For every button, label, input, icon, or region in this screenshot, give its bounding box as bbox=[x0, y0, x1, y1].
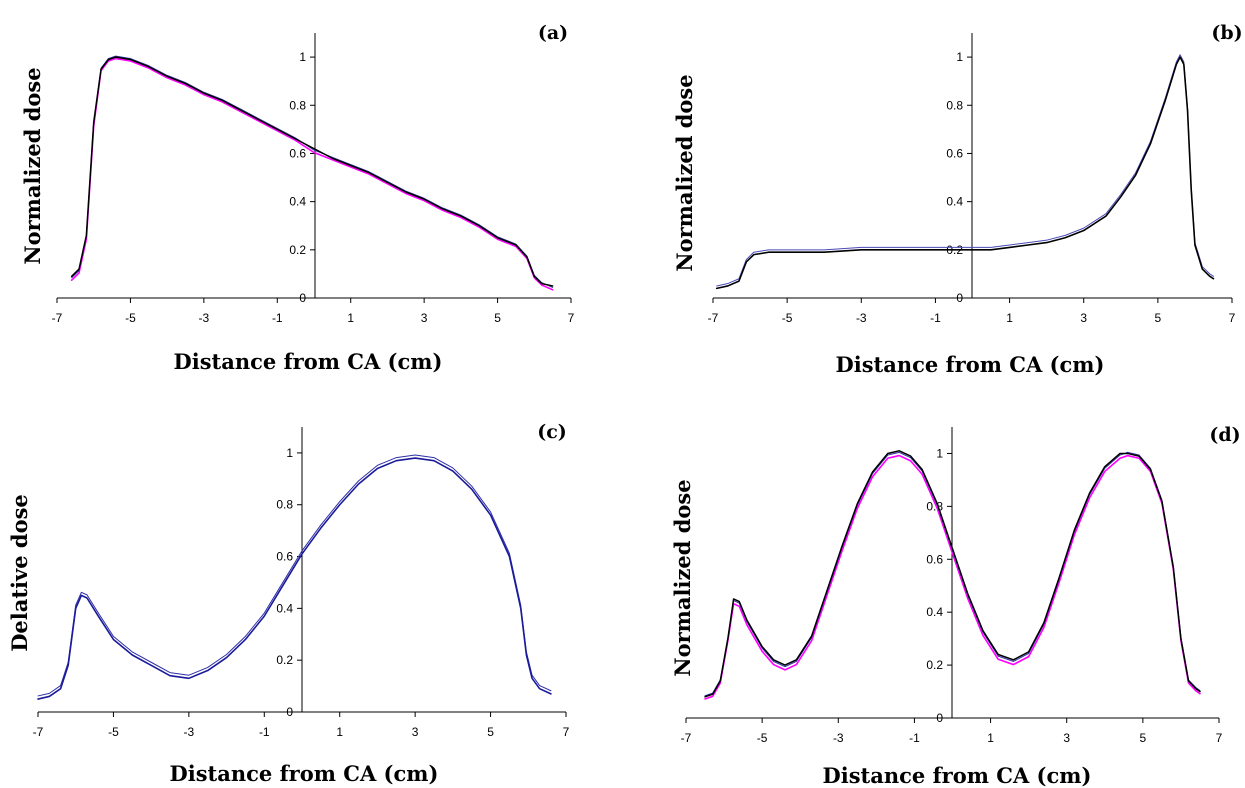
x-tick-label: 1 bbox=[987, 731, 994, 745]
x-tick-label: -3 bbox=[856, 311, 867, 325]
x-tick-label: -5 bbox=[782, 311, 793, 325]
y-tick-label: 0.4 bbox=[276, 601, 293, 615]
x-tick-label: 3 bbox=[421, 311, 428, 325]
x-tick-label: -3 bbox=[833, 731, 844, 745]
x-tick-label: 7 bbox=[1229, 311, 1236, 325]
y-tick-label: 1 bbox=[936, 446, 943, 460]
y-tick-label: 1 bbox=[956, 50, 963, 64]
panel-label: (d) bbox=[1209, 424, 1240, 446]
x-tick-label: 5 bbox=[1140, 731, 1147, 745]
y-tick-label: 0.6 bbox=[946, 146, 963, 160]
panel-label: (c) bbox=[537, 421, 567, 443]
y-tick-label: 0 bbox=[299, 291, 306, 305]
y-axis-title: Normalized dose bbox=[20, 67, 45, 264]
series-line-0 bbox=[70, 57, 554, 291]
series-line-2 bbox=[70, 56, 554, 287]
y-axis-title: Normalized dose bbox=[672, 74, 697, 271]
x-tick-label: 1 bbox=[336, 725, 343, 739]
x-tick-label: -1 bbox=[930, 311, 941, 325]
x-tick-label: 3 bbox=[412, 725, 419, 739]
x-tick-label: -5 bbox=[125, 311, 136, 325]
x-tick-label: 3 bbox=[1080, 311, 1087, 325]
series-line-1 bbox=[37, 457, 552, 700]
y-tick-label: 0.6 bbox=[276, 550, 293, 564]
panel-c: -7 -5 -3 -1 1 3 5 7 0 0.2 0.4 0.6 0.8 1 Distance from … bbox=[7, 421, 570, 786]
y-tick-label: 1 bbox=[286, 446, 293, 460]
x-tick-label: -5 bbox=[108, 725, 119, 739]
x-tick-label: 7 bbox=[1216, 731, 1223, 745]
x-tick-label: 1 bbox=[347, 311, 354, 325]
x-tick-label: -3 bbox=[184, 725, 195, 739]
y-tick-label: 0.4 bbox=[289, 195, 306, 209]
y-tick-label: 0.8 bbox=[289, 98, 306, 112]
series-line-2 bbox=[704, 450, 1201, 698]
y-tick-label: 0.2 bbox=[276, 653, 293, 667]
panel-label: (a) bbox=[538, 22, 568, 44]
series-line-1 bbox=[71, 55, 554, 288]
x-axis-title: Distance from CA (cm) bbox=[836, 352, 1105, 377]
x-axis-title: Distance from CA (cm) bbox=[174, 349, 443, 374]
y-axis-title: Normalized dose bbox=[670, 479, 695, 676]
y-tick-label: 0.8 bbox=[276, 498, 293, 512]
y-tick-label: 0.6 bbox=[289, 146, 306, 160]
series-line-1 bbox=[715, 56, 1215, 290]
x-tick-label: 7 bbox=[568, 311, 575, 325]
panel-a: -7 -5 -3 -1 1 3 5 7 0 0.2 0.4 0.6 0.8 1 Distance from … bbox=[20, 22, 575, 374]
y-tick-label: 0 bbox=[286, 705, 293, 719]
x-tick-label: 3 bbox=[1063, 731, 1070, 745]
x-tick-label: -1 bbox=[259, 725, 270, 739]
series-line-0 bbox=[704, 454, 1201, 700]
y-tick-label: 0.6 bbox=[926, 552, 943, 566]
series-line-0 bbox=[716, 54, 1214, 287]
y-tick-label: 0.2 bbox=[926, 658, 943, 672]
y-tick-label: 0.2 bbox=[289, 243, 306, 257]
y-tick-label: 0.8 bbox=[946, 98, 963, 112]
y-tick-label: 0.4 bbox=[946, 195, 963, 209]
y-tick-label: 0.4 bbox=[926, 605, 943, 619]
x-tick-label: -7 bbox=[33, 725, 44, 739]
x-tick-label: -1 bbox=[909, 731, 920, 745]
x-tick-label: -7 bbox=[708, 311, 719, 325]
panel-label: (b) bbox=[1211, 22, 1242, 44]
x-tick-label: 7 bbox=[563, 725, 570, 739]
x-tick-label: -7 bbox=[52, 311, 63, 325]
y-tick-label: 0 bbox=[956, 291, 963, 305]
y-tick-label: 1 bbox=[299, 50, 306, 64]
x-tick-label: -1 bbox=[272, 311, 283, 325]
x-tick-label: 5 bbox=[494, 311, 501, 325]
x-tick-label: -3 bbox=[199, 311, 210, 325]
x-tick-label: 1 bbox=[1006, 311, 1013, 325]
x-tick-label: -5 bbox=[757, 731, 768, 745]
x-axis-title: Distance from CA (cm) bbox=[823, 763, 1092, 788]
x-axis-title: Distance from CA (cm) bbox=[170, 761, 439, 786]
y-tick-label: 0 bbox=[936, 711, 943, 725]
x-tick-label: 5 bbox=[487, 725, 494, 739]
x-tick-label: -7 bbox=[681, 731, 692, 745]
series-line-0 bbox=[37, 454, 552, 697]
y-axis-title: Delative dose bbox=[7, 494, 32, 652]
x-tick-label: 5 bbox=[1155, 311, 1162, 325]
